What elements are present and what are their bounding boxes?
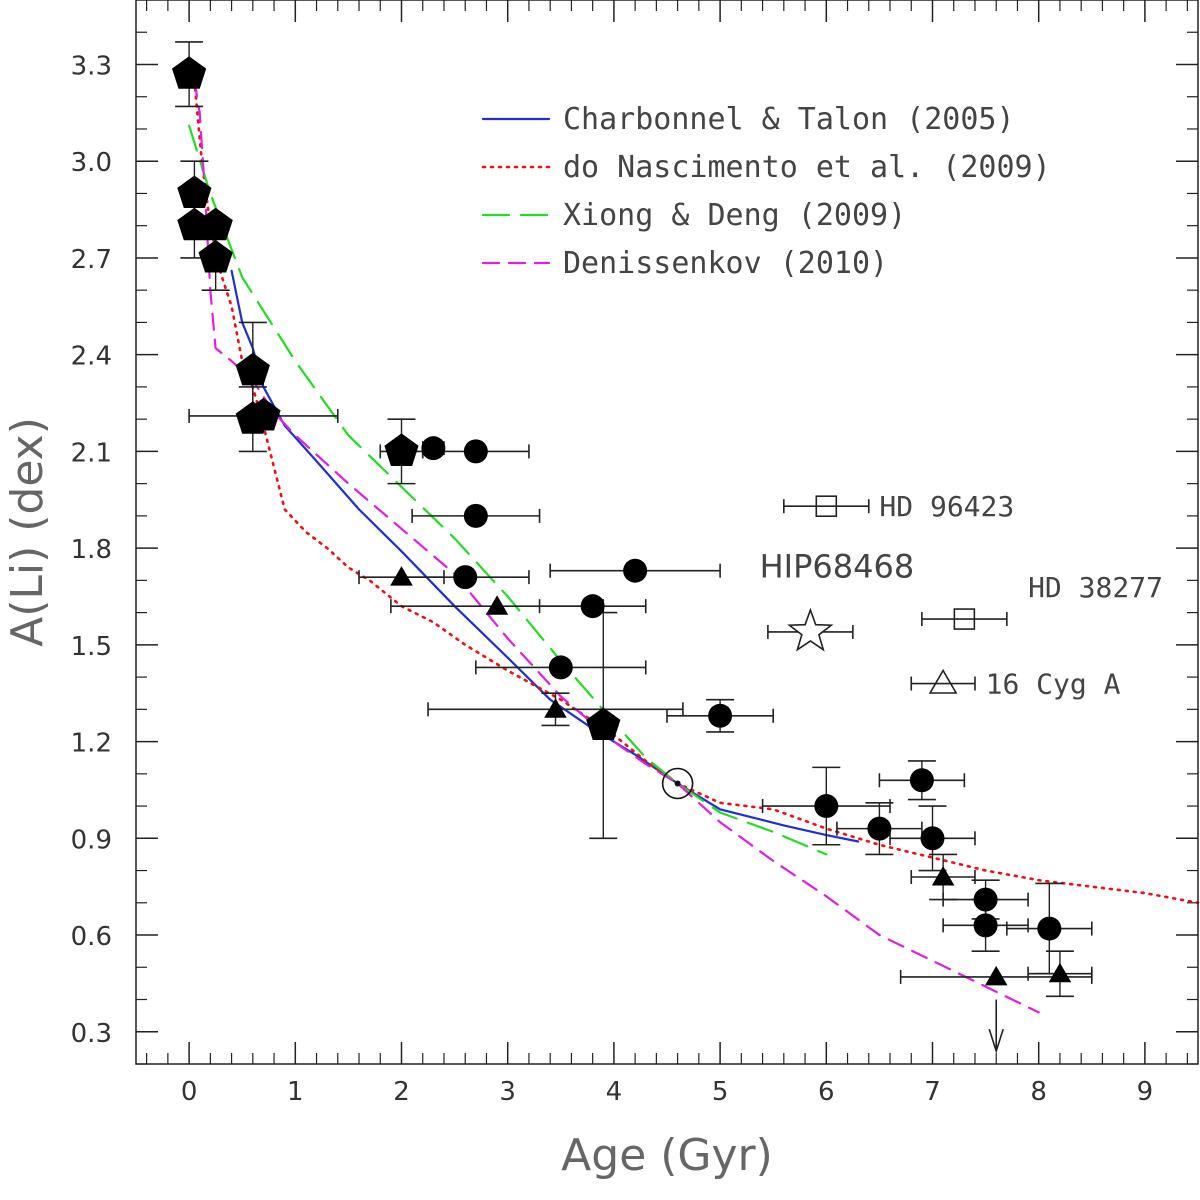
named-star-label: HD 38277 bbox=[1028, 571, 1163, 604]
plot-frame bbox=[135, 0, 1199, 1065]
circle-marker bbox=[548, 655, 573, 680]
pentagon-marker bbox=[177, 175, 212, 208]
x-tick-label: 2 bbox=[393, 1077, 410, 1107]
pentagon-marker bbox=[246, 397, 281, 431]
model-curve-line bbox=[188, 124, 828, 856]
triangle-marker bbox=[390, 566, 413, 586]
axis-ticks: 0 1 2 3 4 5 6 7 8 9 0.3 0.6 0.9 1.2 1.5 1.8 2.1 2.4 2.7 3.0… bbox=[71, 0, 1198, 1107]
legend: Charbonnel & Talon (2005) do Nascimento e… bbox=[481, 102, 1051, 281]
circle-marker bbox=[1037, 916, 1062, 941]
circle-marker bbox=[867, 816, 892, 841]
pentagon-marker bbox=[172, 56, 207, 89]
y-tick-label: 2.7 bbox=[71, 245, 112, 275]
sun-symbol-dot bbox=[674, 780, 681, 787]
data-markers bbox=[172, 56, 1072, 986]
x-tick-label: 4 bbox=[606, 1077, 623, 1107]
triangle-marker bbox=[931, 866, 955, 886]
circle-marker bbox=[973, 887, 998, 912]
y-tick-label: 0.3 bbox=[71, 1019, 112, 1049]
y-tick-label: 3.0 bbox=[71, 148, 112, 178]
triangle-marker bbox=[1048, 962, 1072, 983]
circle-marker bbox=[421, 436, 446, 461]
legend-label: Denissenkov (2010) bbox=[563, 246, 888, 281]
pentagon-marker bbox=[586, 707, 621, 740]
legend-label: Xiong & Deng (2009) bbox=[563, 198, 906, 233]
sun-symbol-ring bbox=[661, 767, 694, 800]
x-tick-label: 8 bbox=[1030, 1077, 1047, 1107]
named-star-marker bbox=[815, 495, 838, 518]
circle-marker bbox=[973, 913, 998, 938]
legend-label: do Nascimento et al. (2009) bbox=[563, 150, 1051, 185]
legend-label: Charbonnel & Talon (2005) bbox=[563, 102, 1015, 137]
pentagon-marker bbox=[198, 239, 233, 273]
triangle-marker bbox=[544, 698, 567, 718]
circle-marker bbox=[463, 439, 488, 464]
named-star-marker bbox=[953, 608, 976, 630]
named-star-marker bbox=[787, 607, 834, 652]
x-tick-label: 3 bbox=[499, 1077, 516, 1107]
circle-marker bbox=[463, 503, 488, 528]
triangle-marker bbox=[985, 965, 1008, 986]
model-curve-line bbox=[193, 79, 1200, 905]
circle-marker bbox=[453, 565, 478, 590]
upper-limit-arrow-head bbox=[988, 1028, 1004, 1054]
named-star-label: 16 Cyg A bbox=[986, 668, 1121, 701]
circle-marker bbox=[580, 594, 605, 619]
y-tick-label: 1.8 bbox=[71, 535, 112, 565]
circle-marker bbox=[920, 826, 945, 851]
y-tick-label: 0.6 bbox=[71, 922, 112, 952]
named-star-marker bbox=[928, 668, 958, 694]
x-tick-label: 0 bbox=[181, 1077, 198, 1107]
y-tick-label: 2.1 bbox=[71, 438, 112, 468]
pentagon-marker bbox=[235, 352, 270, 386]
x-tick-label: 1 bbox=[287, 1077, 304, 1107]
circle-marker bbox=[814, 794, 839, 819]
pentagon-marker bbox=[198, 207, 233, 241]
circle-marker bbox=[623, 558, 648, 583]
y-axis-title: A(Li) (dex) bbox=[2, 417, 53, 647]
named-stars: HD 96423 HD 38277 16 Cyg A HIP68468 bbox=[661, 490, 1163, 1054]
y-tick-label: 1.2 bbox=[71, 729, 112, 759]
x-tick-label: 6 bbox=[818, 1077, 835, 1107]
y-tick-label: 1.5 bbox=[71, 632, 112, 662]
y-tick-label: 3.3 bbox=[71, 51, 112, 81]
x-axis-title: Age (Gyr) bbox=[561, 1130, 773, 1181]
x-tick-label: 9 bbox=[1137, 1077, 1154, 1107]
x-tick-label: 7 bbox=[924, 1077, 941, 1107]
pentagon-marker bbox=[384, 433, 419, 466]
x-tick-label: 5 bbox=[712, 1077, 729, 1107]
named-star-label: HIP68468 bbox=[760, 547, 915, 585]
y-tick-label: 0.9 bbox=[71, 825, 112, 855]
circle-marker bbox=[708, 703, 733, 728]
triangle-marker bbox=[485, 595, 509, 615]
circle-marker bbox=[909, 768, 934, 793]
y-tick-label: 2.4 bbox=[71, 342, 112, 372]
named-star-label: HD 96423 bbox=[879, 490, 1014, 523]
